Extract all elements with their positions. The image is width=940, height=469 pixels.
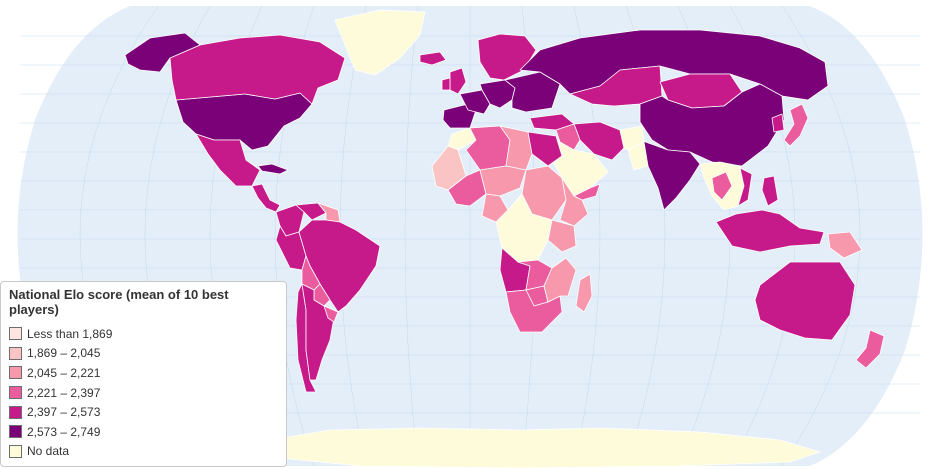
region-papua-new-guinea[interactable] (827, 231, 863, 259)
region-mozambique[interactable] (543, 257, 577, 303)
region-vietnam[interactable] (737, 167, 753, 207)
region-pakistan[interactable] (627, 141, 649, 171)
legend-label: 2,573 – 2,749 (27, 424, 101, 439)
region-alaska[interactable] (124, 32, 201, 73)
legend-item: 2,221 – 2,397 (9, 383, 278, 403)
region-japan[interactable] (783, 103, 809, 147)
region-iraq[interactable] (555, 123, 581, 151)
region-mexico[interactable] (195, 133, 261, 187)
region-philippines[interactable] (761, 175, 779, 207)
region-ireland[interactable] (441, 77, 451, 91)
legend-item: 2,397 – 2,573 (9, 402, 278, 422)
region-venezuela[interactable] (295, 202, 327, 221)
region-iceland[interactable] (419, 51, 447, 66)
legend-label: 2,221 – 2,397 (27, 385, 101, 400)
legend-label: 2,397 – 2,573 (27, 405, 101, 420)
legend-swatch (9, 366, 22, 380)
legend-item: 2,573 – 2,749 (9, 422, 278, 442)
legend-label: 2,045 – 2,221 (27, 365, 101, 380)
legend-label: Less than 1,869 (27, 326, 113, 341)
region-france[interactable] (459, 89, 491, 115)
region-antarctica[interactable] (269, 427, 821, 469)
legend-label: 1,869 – 2,045 (27, 346, 101, 361)
region-argentina[interactable] (301, 283, 335, 381)
legend-items: Less than 1,869 1,869 – 2,045 2,045 – 2,… (9, 324, 278, 461)
region-south-africa[interactable] (505, 289, 563, 333)
region-thailand[interactable] (711, 171, 733, 201)
legend-swatch (9, 346, 22, 360)
region-uruguay[interactable] (323, 305, 339, 323)
legend-swatch (9, 386, 22, 400)
legend-swatch (9, 425, 22, 439)
graticule-line (404, 5, 419, 467)
region-central-america[interactable] (251, 183, 281, 213)
map-legend: National Elo score (mean of 10 best play… (0, 281, 287, 467)
region-australia[interactable] (754, 261, 856, 341)
legend-swatch (9, 444, 22, 458)
legend-swatch (9, 327, 22, 341)
region-morocco[interactable] (447, 127, 477, 151)
legend-title: National Elo score (mean of 10 best play… (9, 287, 229, 317)
region-greenland[interactable] (334, 9, 426, 76)
region-ethiopia[interactable] (559, 177, 589, 227)
legend-item: 2,045 – 2,221 (9, 363, 278, 383)
region-canada[interactable] (169, 34, 346, 105)
region-new-zealand[interactable] (855, 329, 885, 369)
legend-label: No data (27, 444, 70, 459)
region-indonesia[interactable] (715, 209, 825, 253)
region-madagascar[interactable] (575, 273, 593, 313)
region-egypt[interactable] (527, 131, 563, 167)
region-korea[interactable] (771, 113, 785, 133)
legend-item: No data (9, 442, 278, 462)
region-cuba[interactable] (257, 163, 289, 175)
legend-swatch (9, 405, 22, 419)
region-china[interactable] (639, 83, 785, 167)
region-india[interactable] (639, 139, 701, 211)
legend-item: 1,869 – 2,045 (9, 344, 278, 364)
legend-item: Less than 1,869 (9, 324, 278, 344)
region-iran[interactable] (573, 121, 625, 161)
